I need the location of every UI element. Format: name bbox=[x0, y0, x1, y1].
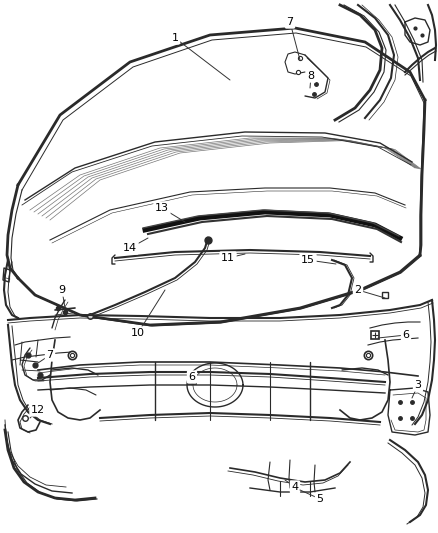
Text: 13: 13 bbox=[155, 203, 169, 213]
Text: 3: 3 bbox=[414, 380, 421, 390]
Text: 14: 14 bbox=[123, 243, 137, 253]
Text: 12: 12 bbox=[31, 405, 45, 415]
Text: 11: 11 bbox=[221, 253, 235, 263]
Text: 6: 6 bbox=[403, 330, 410, 340]
Text: 8: 8 bbox=[307, 71, 314, 81]
Text: 1: 1 bbox=[172, 33, 179, 43]
Text: 5: 5 bbox=[317, 494, 324, 504]
Text: 9: 9 bbox=[58, 285, 66, 295]
Text: 15: 15 bbox=[301, 255, 315, 265]
Text: 7: 7 bbox=[286, 17, 293, 27]
Text: 2: 2 bbox=[354, 285, 361, 295]
Text: 4: 4 bbox=[291, 482, 299, 492]
Text: 7: 7 bbox=[46, 350, 53, 360]
Text: 6: 6 bbox=[188, 372, 195, 382]
Text: 10: 10 bbox=[131, 328, 145, 338]
